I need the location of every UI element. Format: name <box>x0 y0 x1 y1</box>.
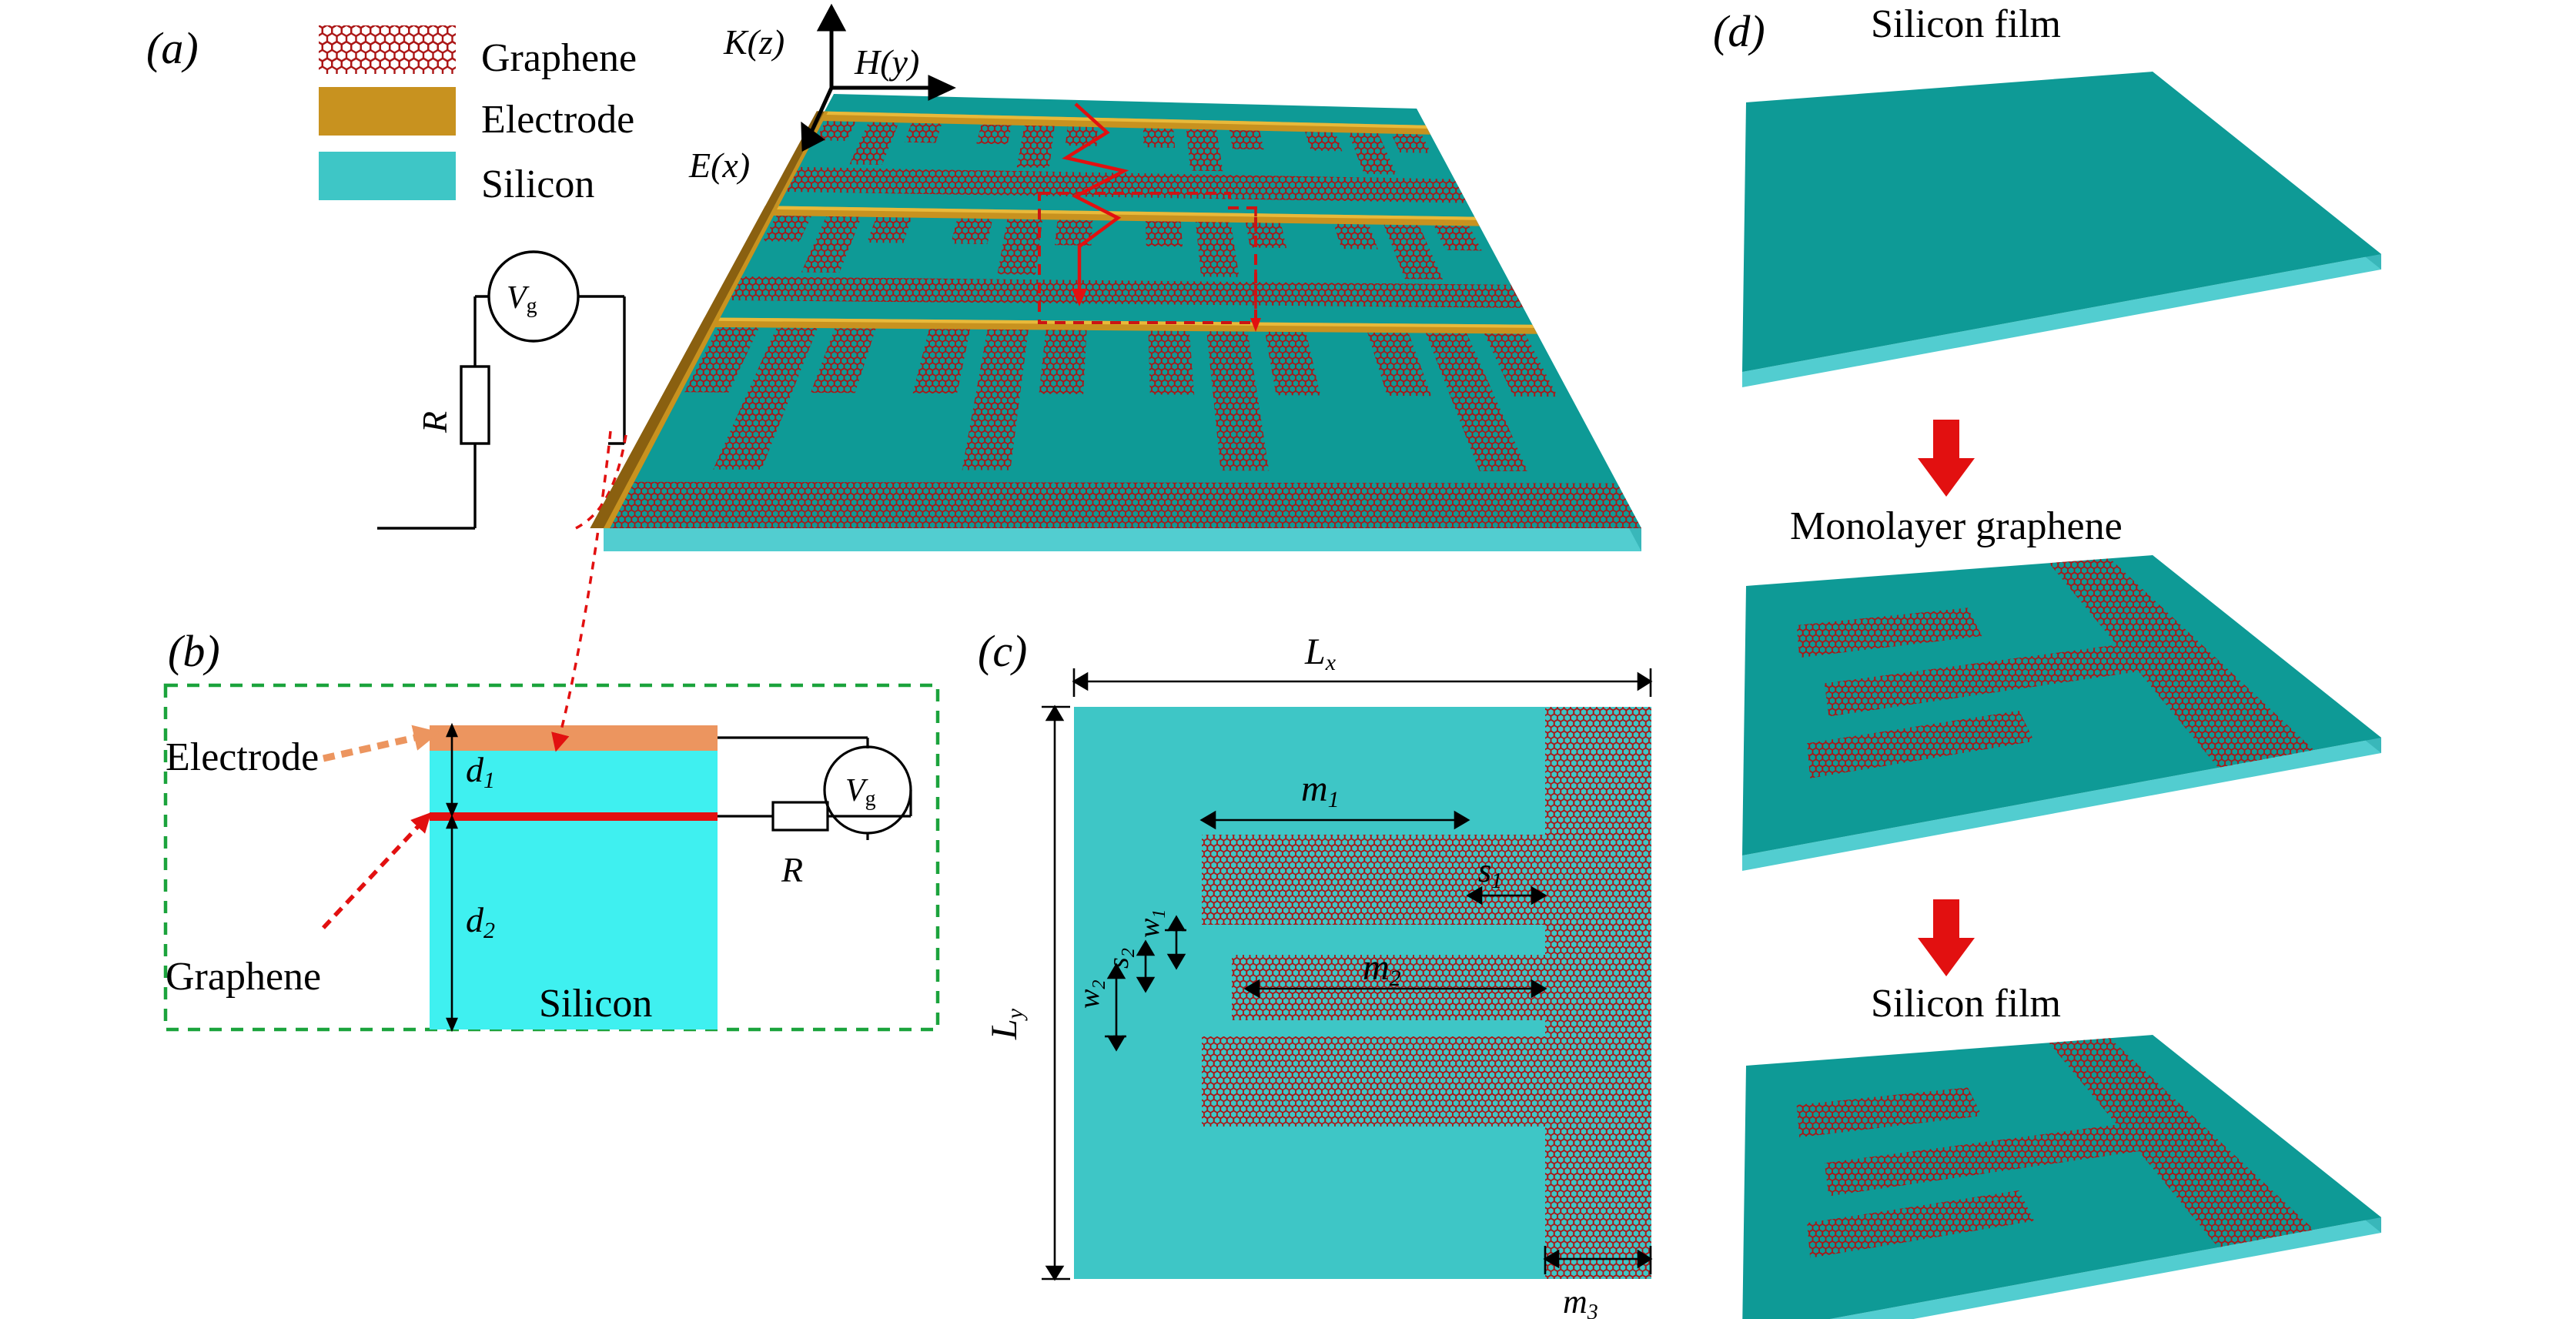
svg-text:Graphene: Graphene <box>166 955 321 999</box>
svg-text:Ly: Ly <box>984 1008 1028 1040</box>
svg-text:(b): (b) <box>168 626 220 676</box>
svg-text:(c): (c) <box>978 626 1027 676</box>
svg-text:R: R <box>415 411 454 434</box>
svg-text:Monolayer graphene: Monolayer graphene <box>1790 504 2123 548</box>
svg-text:Silicon film: Silicon film <box>1871 2 2061 46</box>
svg-text:Electrode: Electrode <box>166 735 319 779</box>
svg-text:Silicon: Silicon <box>481 162 594 206</box>
svg-text:m3: m3 <box>1563 1283 1598 1319</box>
svg-text:Vg: Vg <box>507 280 537 318</box>
svg-text:K(z): K(z) <box>723 22 785 62</box>
svg-text:(d): (d) <box>1713 6 1765 56</box>
svg-text:Lx: Lx <box>1304 631 1337 675</box>
svg-text:H(y): H(y) <box>854 42 919 82</box>
svg-text:Graphene: Graphene <box>481 36 637 80</box>
svg-text:Silicon film: Silicon film <box>1871 982 2061 1026</box>
svg-text:Electrode: Electrode <box>481 98 634 142</box>
svg-text:Vg: Vg <box>845 773 876 811</box>
svg-text:Silicon: Silicon <box>539 982 652 1026</box>
svg-text:(a): (a) <box>146 23 199 73</box>
svg-text:E(x): E(x) <box>688 146 750 185</box>
svg-text:R: R <box>781 850 803 889</box>
